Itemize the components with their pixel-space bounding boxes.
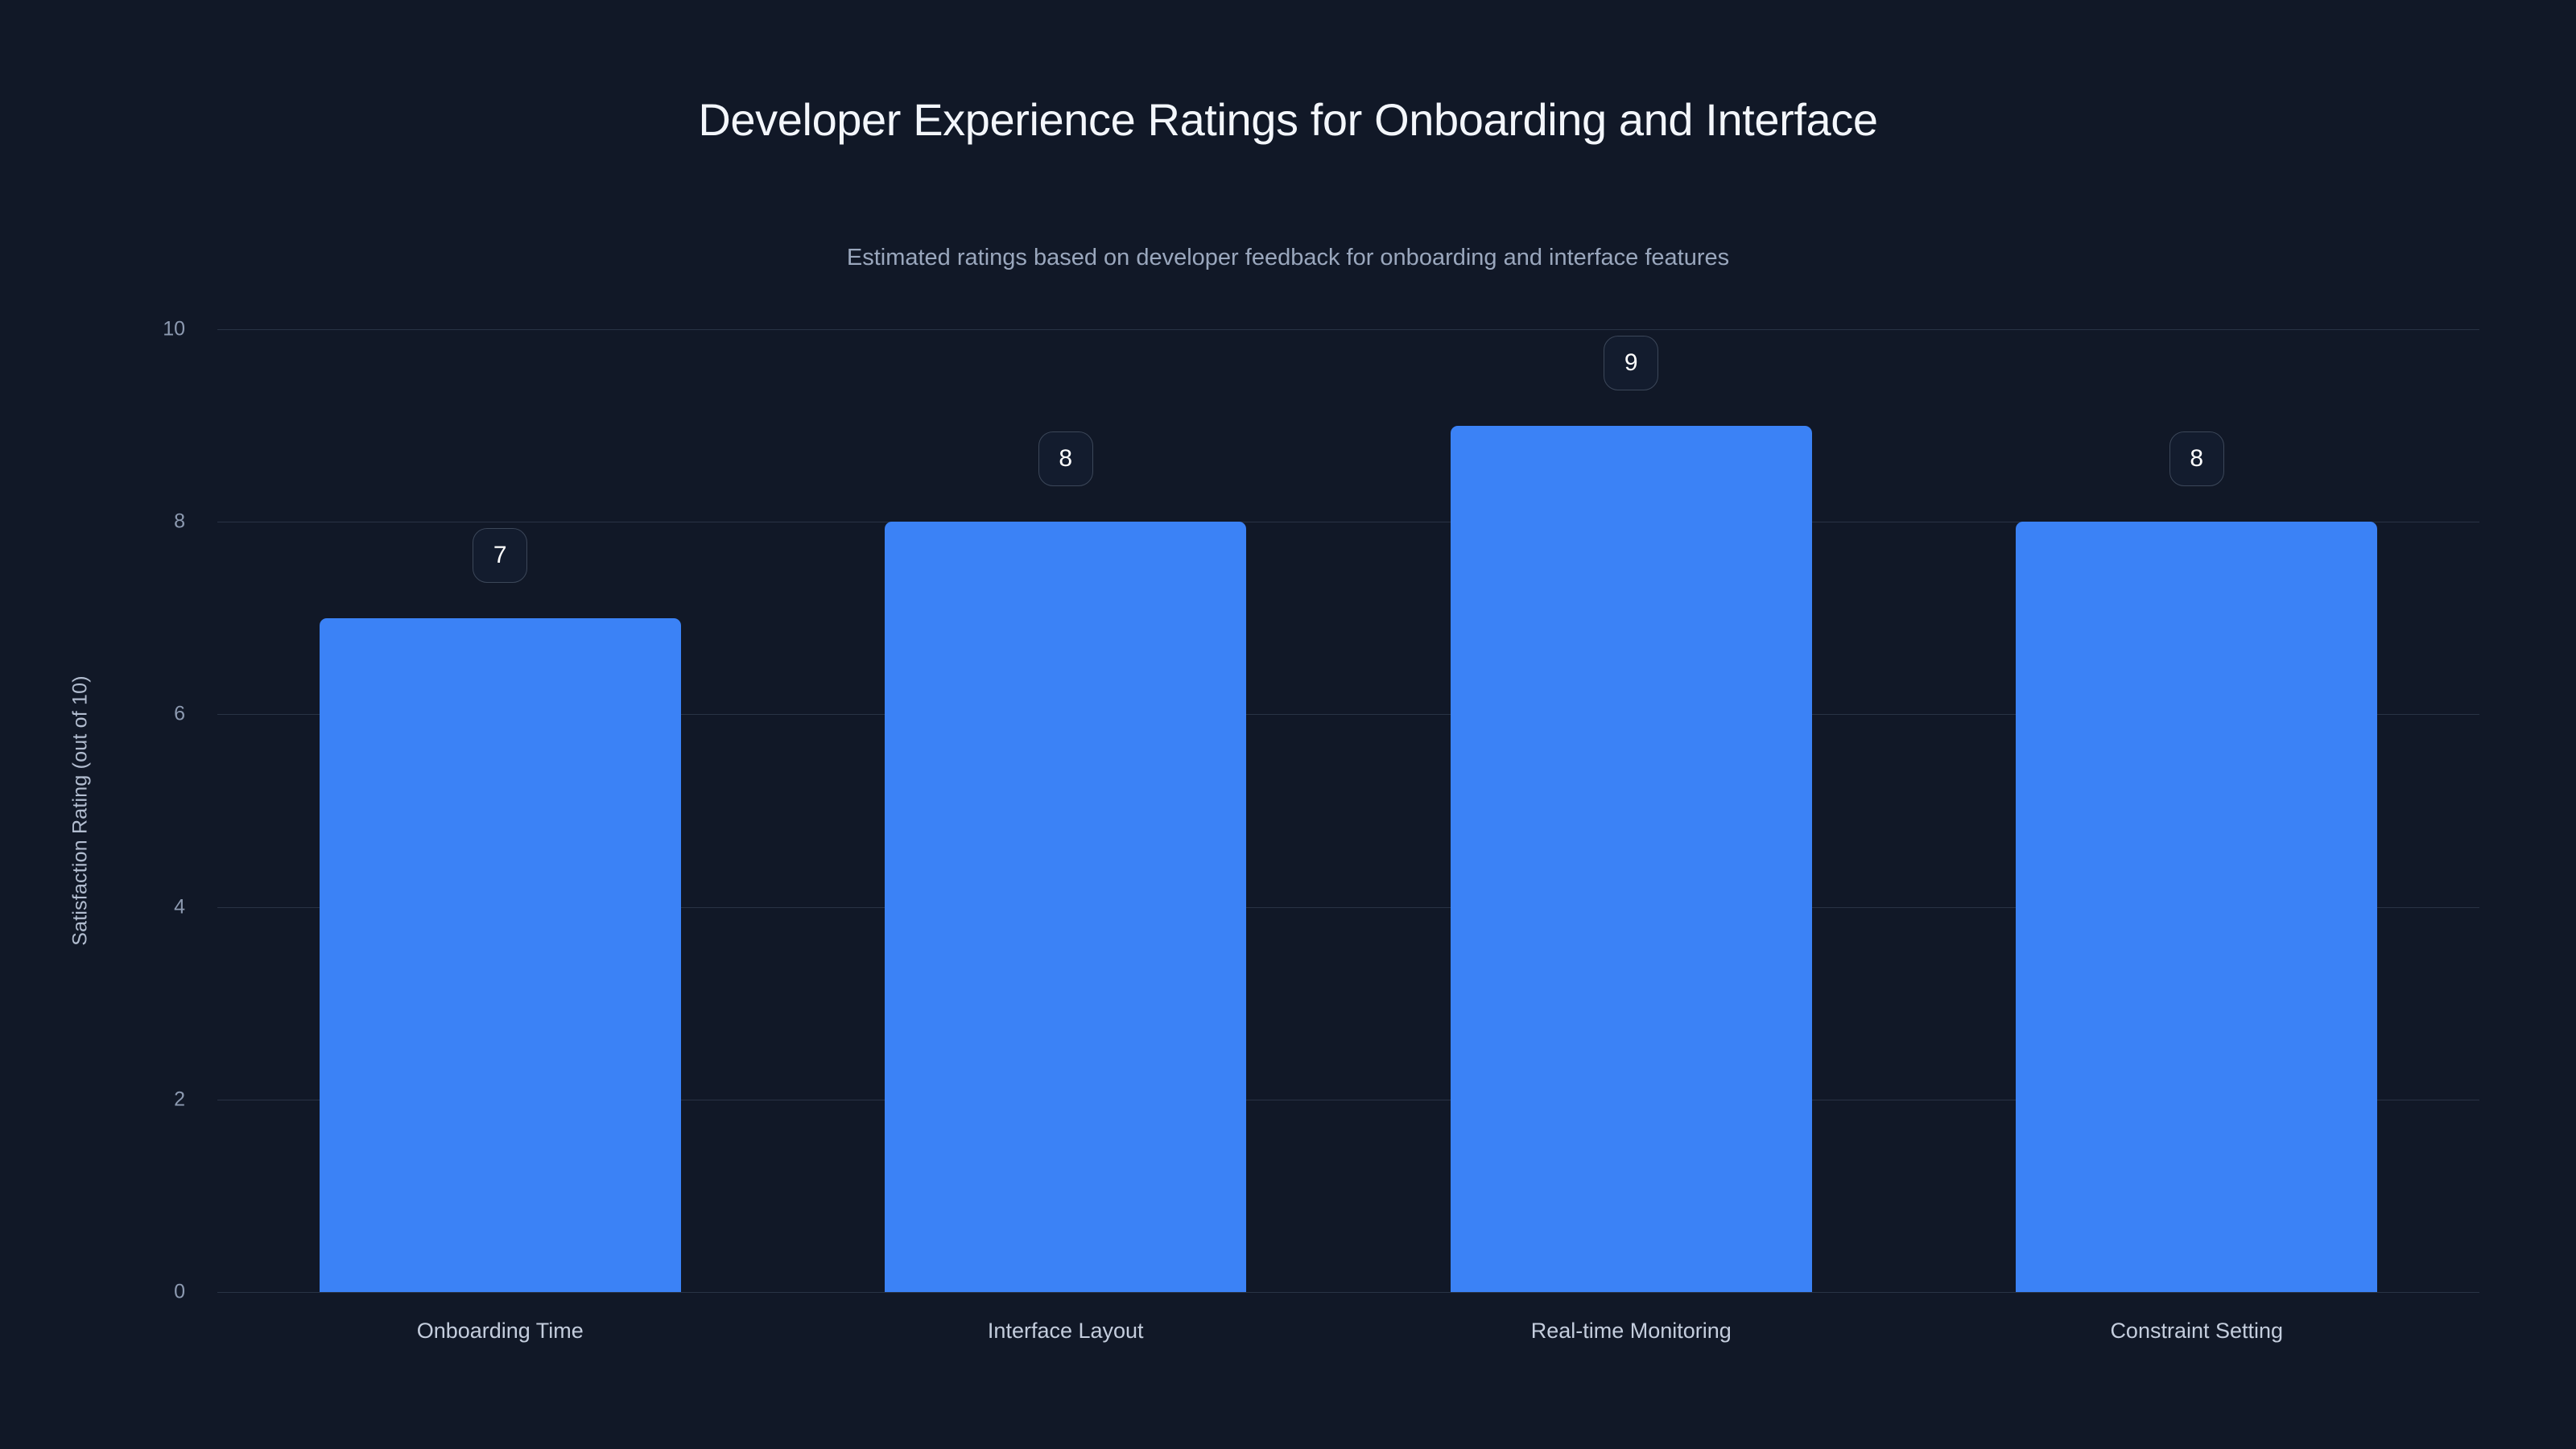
bar-group[interactable]: 7 [319, 329, 681, 1292]
x-axis-category-label: Onboarding Time [416, 1319, 584, 1343]
bar-value-badge: 9 [1604, 335, 1659, 390]
bar-group[interactable]: 8 [885, 329, 1247, 1292]
gridline [217, 329, 2479, 330]
bar-group[interactable]: 8 [2016, 329, 2378, 1292]
chart-subtitle: Estimated ratings based on developer fee… [846, 245, 1730, 270]
bar-value-badge: 8 [2169, 431, 2224, 487]
x-axis-category-labels: Onboarding Time Interface Layout Real-time… [217, 1320, 2479, 1360]
plot-area [217, 329, 2479, 1293]
y-axis-tick-label: 6 [174, 702, 185, 725]
x-axis-category-label: Constraint Setting [2110, 1319, 2284, 1343]
y-axis-tick-label: 4 [174, 895, 185, 919]
gridline [217, 714, 2479, 716]
bar[interactable] [1450, 425, 1812, 1292]
bar-group[interactable]: 9 [1450, 329, 1812, 1292]
bar-value-badge: 7 [473, 527, 528, 583]
bar[interactable] [2016, 522, 2378, 1292]
x-axis-category-label: Real-time Monitoring [1530, 1319, 1732, 1343]
bars-layer: 7 8 9 8 [217, 329, 2479, 1292]
y-axis-tick-label: 2 [174, 1088, 185, 1111]
gridline [217, 906, 2479, 908]
y-axis-tick-label: 8 [174, 510, 185, 533]
bar[interactable] [319, 617, 681, 1292]
bar[interactable] [885, 522, 1247, 1292]
y-axis-tick-label: 0 [174, 1280, 185, 1303]
chart-title: Developer Experience Ratings for Onboard… [698, 94, 1878, 145]
y-axis-tick-label: 10 [163, 317, 185, 341]
bar-value-badge: 8 [1038, 431, 1093, 487]
gridline [217, 1292, 2479, 1293]
x-axis-category-label: Interface Layout [987, 1319, 1144, 1343]
